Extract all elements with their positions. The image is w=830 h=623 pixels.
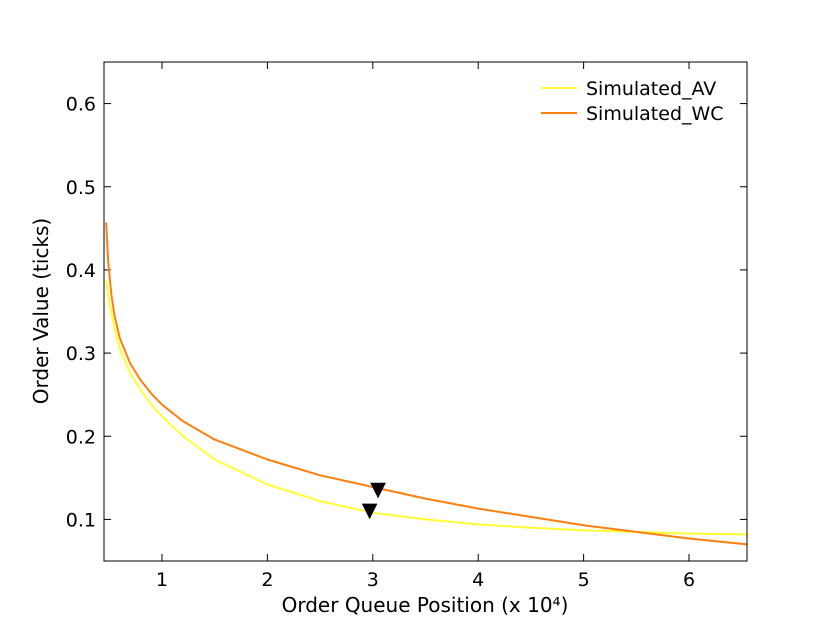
y-tick-label: 0.1 xyxy=(66,509,96,531)
y-tick-labels: 0.1 0.2 0.3 0.4 0.5 0.6 xyxy=(66,94,96,532)
x-tick-label: 1 xyxy=(156,569,168,591)
triangle-down-marker xyxy=(370,482,386,499)
y-tick-label: 0.3 xyxy=(66,343,96,365)
legend-label: Simulated_AV xyxy=(586,78,716,100)
x-tick-label: 6 xyxy=(683,569,695,591)
x-tick-label: 2 xyxy=(261,569,273,591)
legend: Simulated_AV Simulated_WC xyxy=(541,78,724,125)
x-axis-label: Order Queue Position (x 10⁴) xyxy=(282,593,569,617)
triangle-down-marker xyxy=(361,503,378,520)
series-line-simulated-wc xyxy=(105,222,748,546)
marker-layer xyxy=(361,482,386,520)
x-tick-label: 3 xyxy=(367,569,379,591)
plot-area xyxy=(104,62,747,561)
plot-frame xyxy=(103,61,748,562)
y-axis-label: Order Value (ticks) xyxy=(29,218,53,404)
x-tick-labels: 1 2 3 4 5 6 xyxy=(156,569,695,591)
y-tick-label: 0.2 xyxy=(66,426,96,448)
y-tick-label: 0.5 xyxy=(66,177,96,199)
y-tick-label: 0.4 xyxy=(66,260,96,282)
x-tick-label: 5 xyxy=(578,569,590,591)
axis-ticks xyxy=(104,62,747,561)
x-tick-label: 4 xyxy=(472,569,484,591)
series-line-simulated-av xyxy=(105,279,748,536)
legend-label: Simulated_WC xyxy=(586,103,724,125)
series-layer xyxy=(105,222,748,546)
y-tick-label: 0.6 xyxy=(66,94,96,116)
